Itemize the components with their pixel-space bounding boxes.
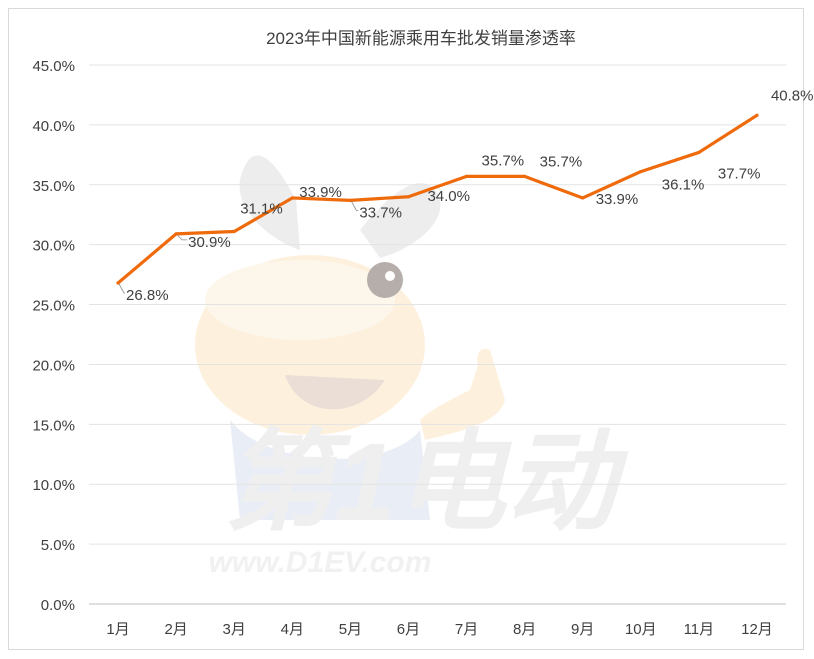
- data-labels: 26.8% 30.9% 31.1% 33.9% 33.7% 34.0% 35.7% 35.7%…: [118, 87, 814, 304]
- x-tick-label: 7月: [455, 621, 478, 638]
- y-tick-label: 10.0%: [32, 477, 75, 494]
- data-label: 40.8%: [771, 87, 814, 104]
- data-label: 26.8%: [126, 287, 169, 304]
- data-label-leader: [176, 234, 188, 241]
- data-point: [464, 174, 469, 178]
- x-tick-label: 11月: [684, 621, 715, 638]
- data-point: [639, 170, 643, 174]
- x-tick-label: 8月: [513, 621, 536, 638]
- x-tick-label: 5月: [339, 621, 362, 638]
- data-label: 33.7%: [359, 204, 402, 221]
- data-label: 30.9%: [188, 234, 231, 251]
- data-point: [406, 195, 411, 199]
- watermark: 第1电动 www.D1EV.com: [195, 155, 629, 579]
- data-point: [523, 174, 527, 178]
- watermark-url: www.D1EV.com: [209, 546, 432, 579]
- chart-title: 2023年中国新能源乘用车批发销量渗透率: [266, 29, 576, 48]
- data-point: [755, 113, 759, 117]
- x-axis-tick-labels: 1月 2月 3月 4月 5月 6月 7月 8月 9月 10月 11月 12月: [106, 621, 772, 638]
- data-label: 33.9%: [299, 184, 342, 201]
- y-tick-label: 40.0%: [32, 118, 75, 135]
- data-point: [232, 229, 236, 234]
- x-tick-label: 12月: [741, 621, 773, 638]
- x-tick-label: 6月: [397, 621, 420, 638]
- y-tick-label: 0.0%: [41, 597, 75, 614]
- watermark-brand: 第1电动: [224, 421, 628, 544]
- x-tick-label: 3月: [223, 621, 246, 638]
- series-line: [116, 113, 759, 285]
- y-tick-label: 5.0%: [41, 537, 75, 554]
- data-label: 34.0%: [427, 188, 470, 205]
- data-point: [174, 232, 178, 236]
- data-label: 36.1%: [662, 177, 705, 194]
- y-tick-label: 15.0%: [32, 417, 75, 434]
- x-tick-label: 1月: [106, 621, 129, 638]
- series-line-path: [116, 113, 759, 285]
- data-point: [697, 150, 701, 155]
- data-label: 37.7%: [718, 165, 761, 182]
- data-label-leader: [118, 283, 126, 294]
- x-tick-label: 10月: [625, 621, 657, 638]
- data-label: 31.1%: [240, 200, 283, 217]
- data-label-leader: [351, 201, 359, 211]
- x-tick-label: 4月: [281, 621, 304, 638]
- data-label: 33.9%: [596, 191, 639, 208]
- y-tick-label: 30.0%: [32, 238, 75, 255]
- y-tick-label: 25.0%: [32, 298, 75, 315]
- gridlines: [89, 64, 786, 605]
- data-point: [581, 196, 585, 200]
- y-tick-label: 35.0%: [32, 178, 75, 195]
- y-tick-label: 20.0%: [32, 357, 75, 374]
- data-point: [348, 198, 352, 202]
- data-label: 35.7%: [482, 152, 525, 169]
- x-tick-label: 2月: [164, 621, 187, 638]
- data-label: 35.7%: [540, 153, 583, 170]
- data-point: [116, 281, 120, 285]
- y-axis-tick-labels: 0.0% 5.0% 10.0% 15.0% 20.0% 25.0% 30.0% 35.0% 40…: [32, 58, 75, 614]
- data-point: [290, 196, 294, 200]
- x-tick-label: 9月: [571, 621, 594, 638]
- y-tick-label: 45.0%: [32, 58, 75, 75]
